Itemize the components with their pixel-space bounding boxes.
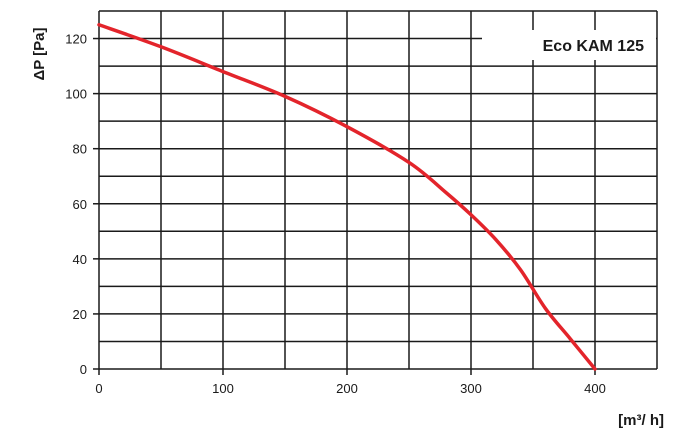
y-tick-label: 40 xyxy=(73,252,87,267)
legend-label: Eco KAM 125 xyxy=(543,38,644,55)
y-tick-label: 80 xyxy=(73,142,87,157)
x-tick-label: 200 xyxy=(336,381,358,396)
series-layer xyxy=(97,23,597,371)
x-tick-label: 300 xyxy=(460,381,482,396)
series-line xyxy=(97,23,597,371)
y-tick-labels: 0 20 40 60 80 100 120 xyxy=(65,32,87,377)
legend: Eco KAM 125 xyxy=(482,30,656,60)
y-tick-label: 20 xyxy=(73,307,87,322)
x-axis-label: [m³/ h] xyxy=(618,412,664,429)
y-tick-label: 0 xyxy=(80,362,87,377)
legend-box xyxy=(482,30,656,60)
y-axis-label: ΔP [Pa] xyxy=(31,27,48,80)
x-tick-label: 400 xyxy=(584,381,606,396)
y-tick-label: 120 xyxy=(65,32,87,47)
y-tick-label: 100 xyxy=(65,87,87,102)
x-tick-labels: 0 100 200 300 400 xyxy=(95,381,605,396)
y-tick-label: 60 xyxy=(73,197,87,212)
grid xyxy=(93,10,658,375)
x-tick-label: 0 xyxy=(95,381,102,396)
x-tick-label: 100 xyxy=(212,381,234,396)
